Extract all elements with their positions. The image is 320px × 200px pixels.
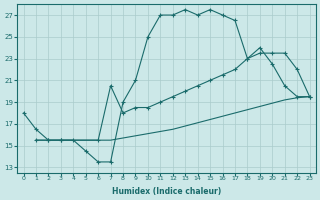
X-axis label: Humidex (Indice chaleur): Humidex (Indice chaleur)	[112, 187, 221, 196]
